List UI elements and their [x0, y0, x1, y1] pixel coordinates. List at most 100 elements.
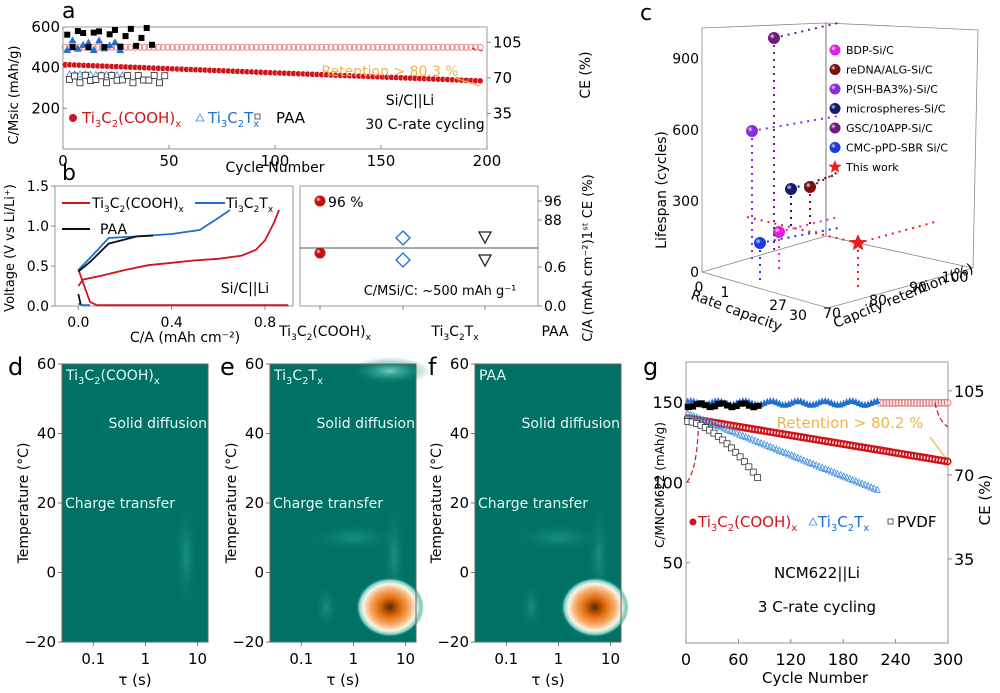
y-axis-label: Temperature (°C) — [429, 443, 445, 565]
data-point — [134, 72, 142, 79]
y-tick-label: 20 — [37, 494, 56, 512]
y2-tick-label: 88 — [544, 213, 562, 229]
data-point — [749, 468, 757, 476]
panel-c-ylabel: Lifespan (cycles) — [654, 131, 670, 249]
panel-g-legend: Ti3C2(COOH)x Ti3C2Tx PVDF — [689, 513, 937, 534]
data-point — [105, 41, 114, 49]
panel-b-y2label: C/A (mAh cm⁻²)1ˢᵗ CE (%) — [581, 174, 596, 341]
data-point — [346, 43, 354, 51]
data-point — [843, 473, 851, 481]
data-point — [150, 72, 158, 79]
x-tick-label: 30 — [789, 308, 807, 324]
data-point — [196, 43, 204, 51]
x-tick-label: 0.4 — [161, 315, 183, 331]
data-point — [702, 402, 710, 409]
data-point — [919, 398, 928, 407]
data-point — [754, 437, 762, 445]
data-point — [874, 396, 881, 404]
category-ti3c2-cooh: Ti3C2(COOH)x — [278, 324, 372, 343]
data-point — [723, 440, 731, 448]
panel-c-3d-comparison: Lifespan (cycles) Rate capacity Capcity … — [654, 22, 979, 335]
data-point — [276, 43, 284, 51]
panel-g-ncm-cycling-chart: 0 60 120 180 240 300 50 100 150 35 70 105 C/MNCM622… — [652, 361, 994, 687]
data-point — [215, 43, 223, 51]
panel-b-capacity-note: C/MSi/C: ~500 mAh g⁻¹ — [364, 284, 517, 299]
data-point — [812, 460, 820, 469]
legend-ti3c2-cooh: Ti3C2(COOH)x — [697, 513, 797, 534]
data-point — [458, 43, 466, 51]
panel-b-ylabel: Voltage (V vs Li/Li⁺) — [3, 184, 18, 312]
data-point — [833, 469, 842, 477]
panel-b-right-frame — [299, 185, 539, 307]
data-point — [248, 43, 256, 51]
data-point — [243, 43, 251, 51]
data-point — [234, 43, 242, 51]
data-point — [71, 72, 79, 80]
data-point — [68, 36, 77, 44]
data-point — [775, 446, 784, 454]
x-axis-label: τ (s) — [326, 671, 359, 689]
y-tick-label: 150 — [652, 393, 683, 412]
projection-line — [773, 22, 839, 39]
data-point — [733, 429, 741, 437]
y-tick-label: 1.0 — [27, 219, 49, 235]
y-tick-label: 100 — [652, 473, 683, 492]
data-point — [729, 427, 738, 436]
capacity-arrow — [686, 431, 699, 483]
data-point — [63, 45, 72, 53]
data-point — [754, 402, 762, 409]
data-point — [89, 45, 98, 53]
data-point — [360, 43, 368, 51]
data-point — [781, 448, 790, 457]
data-point — [736, 430, 744, 438]
data-point — [846, 474, 854, 482]
panel-g-y2label: CE (%) — [976, 475, 994, 526]
data-point — [238, 43, 246, 51]
y2-tick-label: 0.0 — [544, 299, 566, 315]
projection-line — [809, 171, 839, 188]
data-point — [741, 400, 749, 407]
data-point — [103, 79, 110, 87]
data-point — [818, 463, 826, 471]
data-point — [732, 448, 740, 456]
legend-paa: PAA — [100, 222, 128, 238]
data-point — [708, 419, 716, 427]
data-point — [178, 43, 186, 51]
y-tick-label: 0 — [254, 564, 264, 582]
data-point — [420, 43, 428, 51]
data-point — [742, 432, 750, 441]
data-point — [430, 43, 438, 51]
data-point — [839, 472, 848, 480]
z-tick-label: 90 — [909, 280, 927, 296]
data-point — [732, 403, 740, 410]
y-tick-label: 0 — [459, 564, 469, 582]
data-point — [728, 404, 736, 411]
data-point — [797, 454, 805, 463]
data-point — [187, 43, 195, 51]
z-tick-label: 70 — [823, 306, 841, 322]
data-point — [922, 398, 931, 407]
data-point — [149, 41, 156, 48]
x-tick-label: 10 — [396, 650, 415, 668]
data-point — [374, 43, 382, 51]
legend-ti3c2tx: Ti3C2Tx — [225, 196, 274, 215]
x-tick-label: 0 — [58, 152, 68, 170]
data-point — [154, 43, 162, 51]
heatmap-hotspot — [349, 356, 430, 385]
y2-tick-label: 35 — [954, 550, 974, 569]
y-tick-label: 600 — [672, 123, 699, 139]
ce-marker-ti3c2-cooh-hl — [314, 195, 326, 207]
data-point — [81, 71, 89, 79]
y-tick-label: 0 — [46, 564, 56, 582]
data-point — [280, 43, 288, 51]
x-tick-label: 1 — [554, 650, 564, 668]
data-point — [294, 43, 302, 51]
panel-g-retention-arrow — [929, 436, 946, 458]
data-point — [745, 463, 753, 471]
legend-label: microspheres-Si/C — [846, 103, 946, 116]
data-point — [943, 457, 952, 466]
y2-tick-label: 0.6 — [544, 260, 566, 276]
x-tick-label: 1 — [141, 650, 151, 668]
panel-label-a: a — [62, 0, 75, 24]
heatmap-hotspot — [560, 577, 629, 638]
